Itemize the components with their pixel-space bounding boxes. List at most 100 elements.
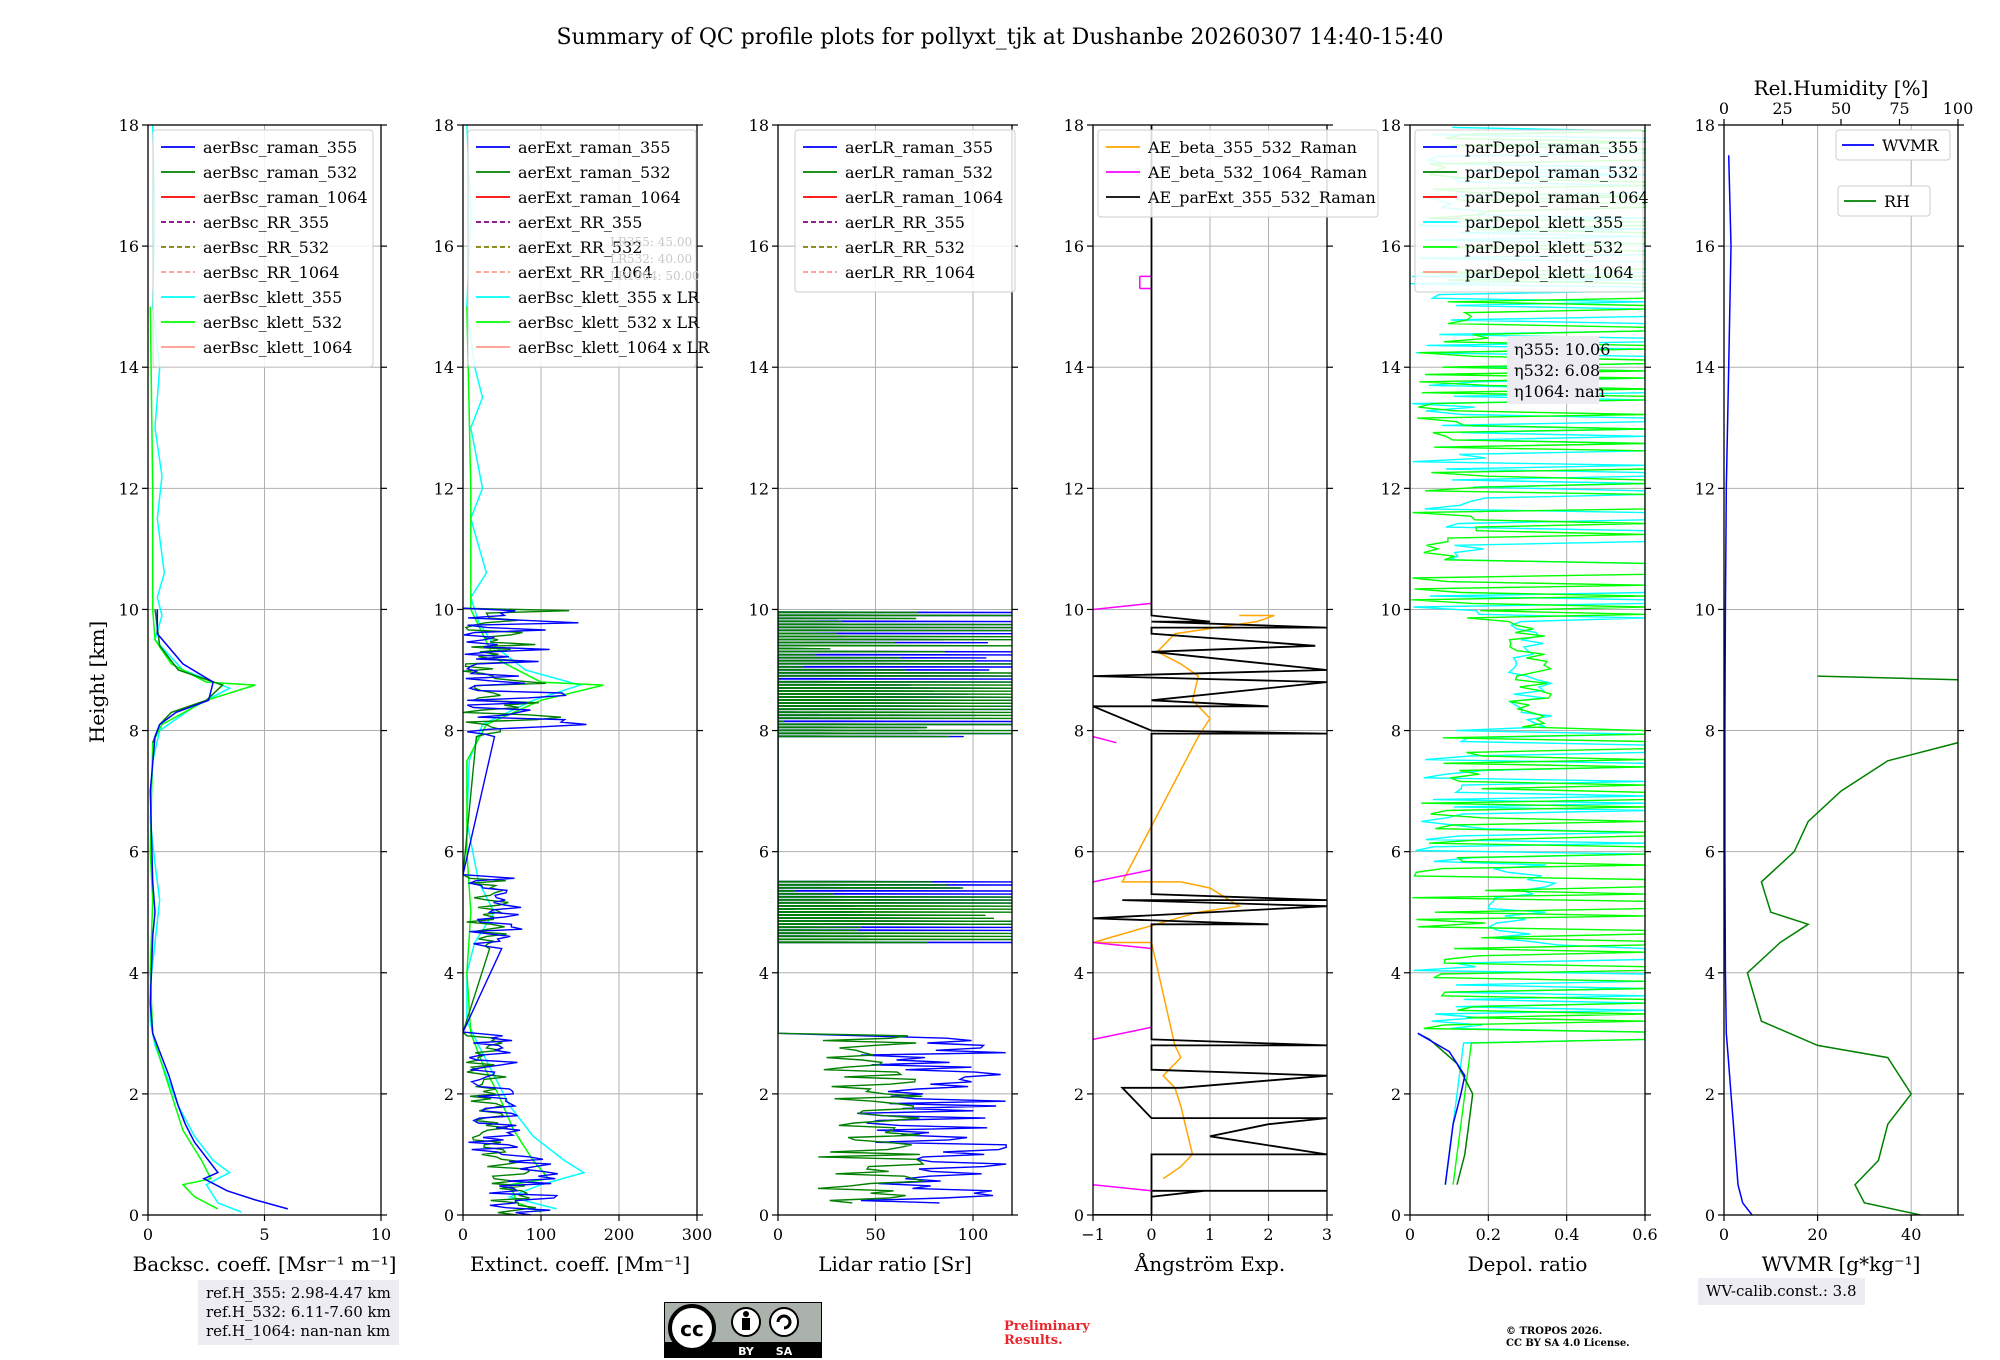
legend-label: aerLR_raman_355: [845, 138, 993, 157]
ytick-label: 0: [129, 1206, 139, 1225]
legend-label: aerBsc_klett_355: [203, 288, 342, 307]
ytick-label: 18: [1381, 116, 1401, 135]
legend-label: aerBsc_raman_355: [203, 138, 357, 157]
cc-sa-label: SA: [776, 1345, 793, 1358]
series-aerBsc_klett_532 x LR: [466, 306, 604, 1213]
ytick-label: 4: [759, 964, 769, 983]
preliminary-note: Preliminary Results.: [1004, 1320, 1090, 1348]
ref-heights-box: ref.H_355: 2.98-4.47 km ref.H_532: 6.11-…: [198, 1280, 399, 1345]
ytick-label: 18: [1064, 116, 1084, 135]
legend-label: parDepol_klett_355: [1465, 213, 1623, 232]
ytick-label: 2: [1391, 1085, 1401, 1104]
xtick-label: 0.2: [1476, 1225, 1501, 1244]
ytick-label: 8: [1074, 722, 1084, 741]
legend-label: parDepol_klett_532: [1465, 238, 1623, 257]
xtick-label: 0.6: [1632, 1225, 1657, 1244]
legend-label: aerLR_RR_355: [845, 213, 965, 232]
legend-label: WVMR: [1882, 136, 1939, 155]
ytick-label: 0: [1074, 1206, 1084, 1225]
ytick-label: 8: [1391, 722, 1401, 741]
legend-label: aerBsc_klett_532: [203, 313, 342, 332]
ytick-label: 2: [444, 1085, 454, 1104]
ytick-label: 10: [1695, 600, 1715, 619]
ytick-label: 2: [1705, 1085, 1715, 1104]
lr-annotation: LR355: 45.00: [610, 235, 692, 249]
ytick-label: 16: [1381, 237, 1401, 256]
legend-label: parDepol_raman_532: [1465, 163, 1638, 182]
lr-annotation: LR532: 40.00: [610, 252, 692, 266]
legend-label: RH: [1884, 192, 1910, 211]
ytick-label: 14: [1064, 358, 1084, 377]
series-parDepol_raman_355: [1417, 1032, 1466, 1185]
xtick-label: 0: [773, 1225, 783, 1244]
ytick-label: 12: [1381, 479, 1401, 498]
ytick-label: 8: [1705, 722, 1715, 741]
xtick-label: 20: [1807, 1225, 1827, 1244]
top-xtick-label: 100: [1943, 99, 1974, 118]
axes-frame: [1409, 124, 1646, 1216]
ytick-label: 10: [119, 600, 139, 619]
legend-box: [1835, 129, 1951, 161]
xtick-label: 1: [1205, 1225, 1215, 1244]
ytick-label: 4: [444, 964, 454, 983]
ytick-label: 14: [749, 358, 769, 377]
series-group: [1724, 155, 1958, 1215]
lr-annotation: LR1064: 50.00: [610, 269, 700, 283]
legend-label: aerBsc_raman_532: [203, 163, 357, 182]
ytick-label: 4: [1705, 964, 1715, 983]
legend-label: aerBsc_RR_355: [203, 213, 329, 232]
series-aerLR_raman_532: [778, 611, 1012, 1204]
series-group: [149, 125, 288, 1213]
xtick-label: 0: [458, 1225, 468, 1244]
ytick-label: 12: [119, 479, 139, 498]
panel-depol: 0 2 4 6 8 10 12 14 16 18 0 0.2 0.4 0.6 Depol. ratio par…: [1381, 116, 1658, 1276]
legend-label: aerLR_RR_532: [845, 238, 965, 257]
legend-box: [1097, 129, 1379, 218]
ytick-label: 0: [759, 1206, 769, 1225]
ytick-label: 14: [1381, 358, 1401, 377]
legend-label: aerExt_RR_532: [518, 238, 642, 257]
series-parDepol_klett_532: [1411, 127, 1645, 1185]
legend-label: aerExt_raman_532: [518, 163, 671, 182]
series-RH: [1746, 675, 1958, 1215]
eta-annotation: η1064: nan: [1514, 382, 1605, 401]
xtick-label: 2: [1263, 1225, 1273, 1244]
ref-height-355: ref.H_355: 2.98-4.47 km: [206, 1284, 391, 1302]
x-axis-label: Ångström Exp.: [1134, 1251, 1285, 1276]
legend-label: aerBsc_klett_1064 x LR: [518, 338, 710, 357]
ytick-label: 10: [749, 600, 769, 619]
xtick-label: 100: [958, 1225, 989, 1244]
ytick-label: 10: [1381, 600, 1401, 619]
legend-label: AE_beta_532_1064_Raman: [1147, 163, 1367, 182]
ytick-label: 6: [1074, 843, 1084, 862]
figure-title: Summary of QC profile plots for pollyxt_…: [556, 25, 1443, 50]
xtick-label: 200: [604, 1225, 635, 1244]
legend-label: parDepol_raman_1064: [1465, 188, 1649, 207]
ytick-label: 16: [119, 237, 139, 256]
legend-label: aerExt_RR_355: [518, 213, 642, 232]
ytick-label: 2: [1074, 1085, 1084, 1104]
eta-box: [1507, 336, 1599, 404]
series-AE_beta_532_1064_Raman: [1093, 275, 1152, 1192]
ytick-label: 6: [759, 843, 769, 862]
copyright-line-2: CC BY SA 4.0 License.: [1506, 1338, 1630, 1349]
ytick-label: 12: [749, 479, 769, 498]
legend-label: AE_beta_355_532_Raman: [1147, 138, 1357, 157]
series-aerExt_raman_532: [463, 607, 570, 1215]
legend-box: [152, 129, 374, 368]
ytick-label: 16: [1695, 237, 1715, 256]
ytick-label: 16: [434, 237, 454, 256]
legend-box: [1837, 185, 1931, 217]
svg-text:cc: cc: [680, 1317, 704, 1341]
ytick-label: 8: [444, 722, 454, 741]
ytick-label: 2: [129, 1085, 139, 1104]
legend-box: [467, 129, 697, 368]
ytick-label: 0: [1705, 1206, 1715, 1225]
ytick-label: 0: [1391, 1206, 1401, 1225]
legend-label: aerLR_RR_1064: [845, 263, 975, 282]
legend-label: aerExt_raman_355: [518, 138, 671, 157]
ytick-label: 18: [434, 116, 454, 135]
